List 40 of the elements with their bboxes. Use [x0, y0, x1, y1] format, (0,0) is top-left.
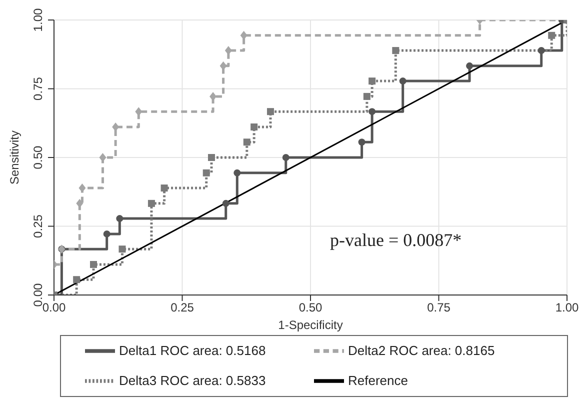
- y-tick-label: 0.75: [31, 76, 45, 100]
- point: [73, 276, 80, 284]
- point: [222, 200, 230, 207]
- annotation: p-value = 0.0087*: [330, 230, 462, 251]
- point: [234, 169, 241, 176]
- x-tick-label: 0.00: [42, 300, 66, 315]
- point: [548, 32, 556, 39]
- point: [399, 78, 406, 85]
- point: [282, 154, 290, 161]
- point: [250, 123, 258, 130]
- x-tick-label: 0.25: [170, 300, 194, 315]
- point: [538, 47, 545, 54]
- y-tick-label: 0.25: [31, 214, 45, 238]
- point: [358, 138, 366, 146]
- point: [208, 154, 215, 161]
- x-tick-label: 0.50: [298, 300, 322, 315]
- point: [363, 92, 370, 100]
- point: [368, 78, 376, 85]
- point: [266, 108, 274, 116]
- x-tick-label: 1.00: [555, 300, 579, 315]
- x-axis-title: 1-Specificity: [278, 318, 343, 332]
- y-axis-title: Sensitivity: [7, 130, 22, 185]
- point: [466, 62, 474, 70]
- point: [148, 200, 155, 207]
- point: [118, 246, 126, 253]
- point: [202, 169, 210, 176]
- legend-label: Delta3 ROC area: 0.5833: [119, 373, 267, 388]
- point: [116, 215, 124, 222]
- point: [90, 260, 97, 268]
- legend-label: Delta2 ROC area: 0.8165: [348, 343, 496, 358]
- x-tick-label: 0.75: [427, 300, 451, 315]
- point: [103, 230, 110, 238]
- point: [243, 138, 250, 146]
- point: [368, 108, 376, 116]
- y-tick-label: 1.00: [31, 8, 45, 32]
- point: [160, 184, 168, 192]
- legend-label: Delta1 ROC area: 0.5168: [119, 343, 267, 358]
- legend-label: Reference: [348, 373, 409, 388]
- point: [392, 47, 400, 54]
- y-tick-label: 0.50: [31, 146, 45, 170]
